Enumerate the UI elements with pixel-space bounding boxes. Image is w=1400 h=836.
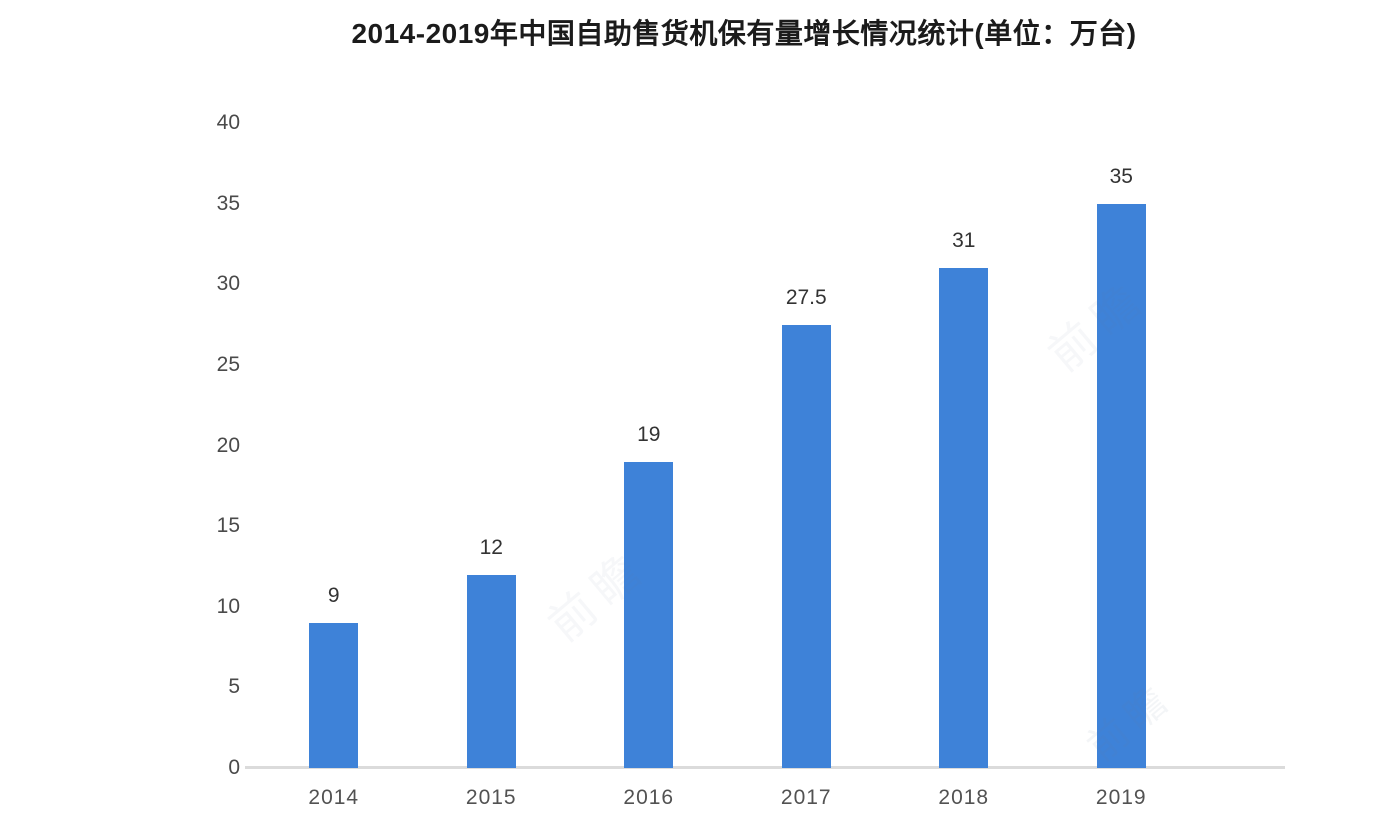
bar-value-label: 27.5 (785, 285, 827, 309)
y-tick-label: 35 (216, 191, 240, 215)
bar-2015 (466, 574, 516, 768)
chart-title: 2014-2019年中国自助售货机保有量增长情况统计(单位：万台) (351, 18, 1137, 49)
x-tick-label: 2014 (308, 786, 360, 809)
x-axis-line (245, 766, 1285, 769)
bar-value-label: 9 (327, 583, 340, 607)
y-tick-label: 40 (216, 111, 240, 134)
bar-value-label: 35 (1109, 164, 1133, 188)
y-tick-label: 25 (216, 352, 240, 376)
x-tick-label: 2017 (780, 786, 832, 809)
y-tick-label: 20 (216, 433, 240, 457)
x-tick-label: 2019 (1095, 786, 1147, 809)
x-tick-label: 2016 (623, 786, 675, 809)
y-tick-label: 5 (228, 675, 240, 699)
x-tick-label: 2015 (465, 786, 517, 809)
y-tick-label: 15 (216, 514, 240, 538)
bar-2016 (624, 461, 674, 768)
bar-2018 (939, 268, 989, 768)
bar-2014 (309, 622, 359, 768)
bar-2017 (781, 324, 831, 768)
bar-2019 (1096, 203, 1146, 768)
bar-value-label: 31 (952, 229, 976, 253)
y-tick-label: 0 (228, 756, 240, 779)
y-tick-label: 10 (216, 594, 240, 618)
x-tick-label: 2018 (938, 786, 990, 809)
bar-value-label: 12 (479, 535, 503, 559)
y-tick-label: 30 (216, 272, 240, 296)
bar-value-label: 19 (637, 422, 661, 446)
